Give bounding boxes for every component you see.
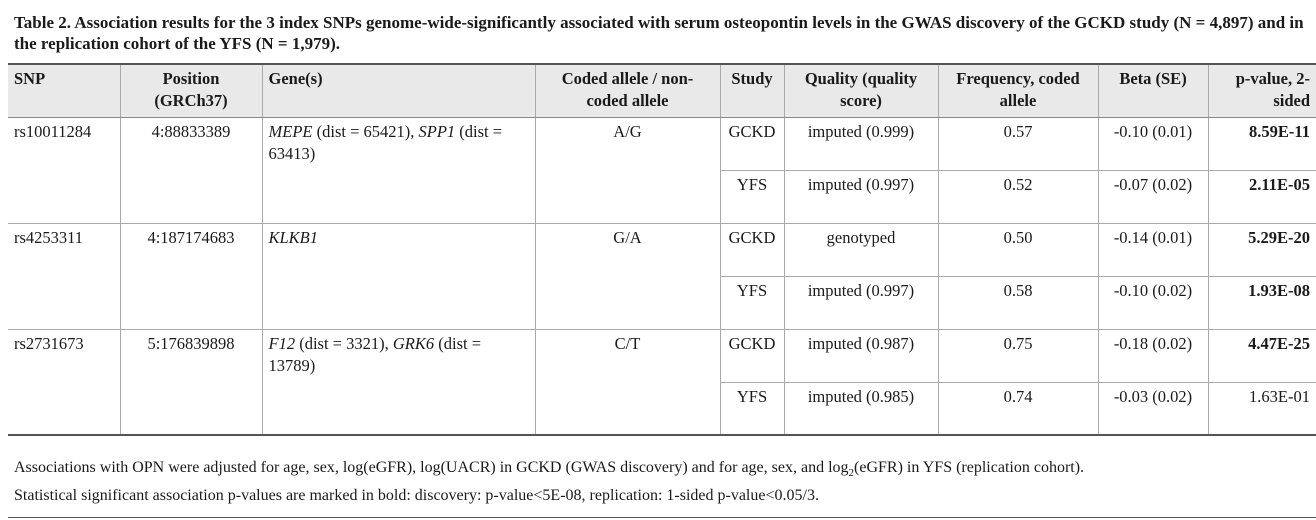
frequency-cell: 0.57 [938, 117, 1099, 171]
header-genes: Gene(s) [262, 63, 536, 118]
header-position: Position (GRCh37) [120, 63, 263, 118]
header-allele: Coded allele / non-coded allele [535, 63, 721, 118]
gene-name: MEPE [268, 121, 313, 141]
pvalue-cell: 1.63E-01 [1208, 382, 1316, 436]
allele-cell: G/A [535, 223, 721, 330]
table-caption: Table 2. Association results for the 3 i… [14, 13, 1304, 53]
quality-cell: genotyped [784, 223, 939, 277]
snp-cell: rs4253311 [8, 223, 121, 330]
pvalue-cell: 5.29E-20 [1208, 223, 1316, 277]
header-snp: SNP [8, 63, 121, 118]
study-cell: YFS [720, 170, 785, 224]
footnote-subscript: 2 [848, 467, 855, 480]
frequency-cell: 0.58 [938, 276, 1099, 330]
header-frequency: Frequency, coded allele [938, 63, 1099, 118]
gene-distance: (dist = 65421), [312, 121, 419, 141]
snp-cell: rs2731673 [8, 329, 121, 436]
gene-name: KLKB1 [268, 227, 319, 247]
beta-cell: -0.03 (0.02) [1098, 382, 1209, 436]
allele-cell: C/T [535, 329, 721, 436]
study-cell: YFS [720, 382, 785, 436]
genes-cell: KLKB1 [262, 223, 536, 330]
genes-cell: MEPE (dist = 65421), SPP1 (dist = 63413) [262, 117, 536, 224]
table-row: YFS imputed (0.997) 0.58 -0.10 (0.02) 1.… [8, 276, 1316, 330]
pvalue-cell: 4.47E-25 [1208, 329, 1316, 383]
genes-cell: F12 (dist = 3321), GRK6 (dist = 13789) [262, 329, 536, 436]
position-cell: 5:176839898 [120, 329, 263, 436]
frequency-cell: 0.50 [938, 223, 1099, 277]
header-study: Study [720, 63, 785, 118]
study-cell: GCKD [720, 117, 785, 171]
position-cell: 4:88833389 [120, 117, 263, 224]
header-row: SNP Position (GRCh37) Gene(s) Coded alle… [8, 63, 1316, 118]
gene-distance: (dist = 3321), [295, 333, 393, 353]
results-table: SNP Position (GRCh37) Gene(s) Coded alle… [8, 63, 1316, 436]
beta-cell: -0.14 (0.01) [1098, 223, 1209, 277]
allele-cell: A/G [535, 117, 721, 224]
gene-name: SPP1 [418, 121, 456, 141]
study-cell: GCKD [720, 223, 785, 277]
study-cell: GCKD [720, 329, 785, 383]
position-cell: 4:187174683 [120, 223, 263, 330]
gene-distance: (dist = 13789) [268, 333, 482, 375]
header-beta: Beta (SE) [1098, 63, 1209, 118]
table-row: rs10011284 4:88833389 MEPE (dist = 65421… [8, 117, 1316, 224]
bottom-rule [8, 517, 1316, 518]
frequency-cell: 0.52 [938, 170, 1099, 224]
beta-cell: -0.18 (0.02) [1098, 329, 1209, 383]
header-pvalue: p-value, 2-sided [1208, 63, 1316, 118]
pvalue-cell: 2.11E-05 [1208, 170, 1316, 224]
header-quality: Quality (quality score) [784, 63, 939, 118]
snp-cell: rs10011284 [8, 117, 121, 224]
gene-name: F12 [268, 333, 296, 353]
study-cell: YFS [720, 276, 785, 330]
quality-cell: imputed (0.997) [784, 276, 939, 330]
frequency-cell: 0.74 [938, 382, 1099, 436]
table-row: YFS imputed (0.985) 0.74 -0.03 (0.02) 1.… [8, 382, 1316, 436]
pvalue-cell: 1.93E-08 [1208, 276, 1316, 330]
footnote-adjustment: Associations with OPN were adjusted for … [14, 458, 1085, 480]
frequency-cell: 0.75 [938, 329, 1099, 383]
footnote-significance: Statistical significant association p-va… [14, 487, 819, 504]
quality-cell: imputed (0.985) [784, 382, 939, 436]
quality-cell: imputed (0.997) [784, 170, 939, 224]
beta-cell: -0.10 (0.02) [1098, 276, 1209, 330]
table-row: YFS imputed (0.997) 0.52 -0.07 (0.02) 2.… [8, 170, 1316, 224]
table-row: rs4253311 4:187174683 KLKB1 G/A GCKD gen… [8, 223, 1316, 330]
footnote-text: Associations with OPN were adjusted for … [14, 459, 849, 476]
beta-cell: -0.10 (0.01) [1098, 117, 1209, 171]
quality-cell: imputed (0.999) [784, 117, 939, 171]
gene-name: GRK6 [392, 333, 435, 353]
quality-cell: imputed (0.987) [784, 329, 939, 383]
table-row: rs2731673 5:176839898 F12 (dist = 3321),… [8, 329, 1316, 436]
gene-distance: (dist = 63413) [268, 121, 503, 163]
pvalue-cell: 8.59E-11 [1208, 117, 1316, 171]
footnote-text: (eGFR) in YFS (replication cohort). [854, 459, 1085, 476]
beta-cell: -0.07 (0.02) [1098, 170, 1209, 224]
